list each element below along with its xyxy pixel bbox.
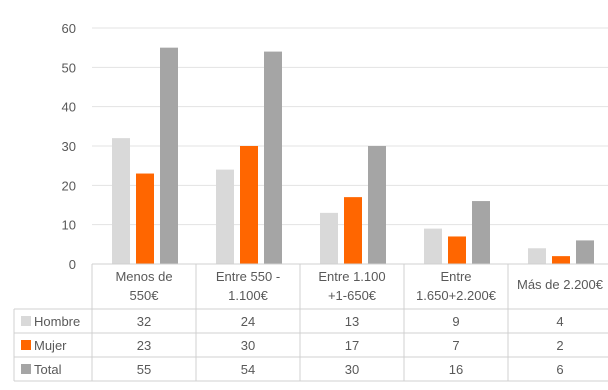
bar-total-1: [264, 51, 282, 264]
data-label: 55: [137, 362, 151, 377]
legend-key-mujer: [21, 340, 31, 350]
bar-total-4: [576, 240, 594, 264]
legend-key-total: [21, 364, 31, 374]
category-label: Entre: [440, 269, 471, 284]
y-tick-label: 40: [62, 100, 76, 115]
series-name-hombre: Hombre: [34, 314, 80, 329]
y-tick-label: 50: [62, 60, 76, 75]
y-tick-label: 10: [62, 218, 76, 233]
data-label: 54: [241, 362, 255, 377]
category-label: 550€: [130, 288, 160, 303]
bar-total-3: [472, 201, 490, 264]
data-label: 7: [452, 338, 459, 353]
data-label: 23: [137, 338, 151, 353]
category-label: Más de 2.200€: [517, 277, 604, 292]
bar-mujer-1: [240, 146, 258, 264]
data-label: 32: [137, 314, 151, 329]
bar-mujer-0: [136, 173, 154, 264]
data-label: 9: [452, 314, 459, 329]
category-label: 1.650+2.200€: [416, 288, 497, 303]
category-label: Menos de: [115, 269, 172, 284]
bar-total-2: [368, 146, 386, 264]
bar-total-0: [160, 47, 178, 264]
data-label: 30: [241, 338, 255, 353]
bars: [112, 47, 594, 264]
data-label: 30: [345, 362, 359, 377]
data-label: 17: [345, 338, 359, 353]
data-label: 16: [449, 362, 463, 377]
data-label: 2: [556, 338, 563, 353]
category-label: Entre 550 -: [216, 269, 280, 284]
y-tick-label: 20: [62, 178, 76, 193]
bar-mujer-4: [552, 256, 570, 264]
series-name-total: Total: [34, 362, 62, 377]
data-label: 13: [345, 314, 359, 329]
category-label: +1-650€: [328, 288, 377, 303]
bar-hombre-1: [216, 169, 234, 264]
data-label: 24: [241, 314, 255, 329]
bar-mujer-3: [448, 236, 466, 264]
bar-mujer-2: [344, 197, 362, 264]
bar-hombre-2: [320, 212, 338, 264]
y-axis-ticks: 0 10 20 30 40 50 60: [62, 21, 76, 272]
series-name-mujer: Mujer: [34, 338, 67, 353]
data-table: Menos de 550€ Entre 550 - 1.100€ Entre 1.100…: [13, 263, 608, 382]
category-label: Entre 1.100: [318, 269, 385, 284]
bar-hombre-3: [424, 228, 442, 264]
y-tick-label: 0: [69, 257, 76, 272]
data-label: 4: [556, 314, 563, 329]
data-label: 6: [556, 362, 563, 377]
bar-hombre-0: [112, 138, 130, 264]
category-label: 1.100€: [228, 288, 269, 303]
y-tick-label: 60: [62, 21, 76, 36]
legend-key-hombre: [21, 316, 31, 326]
y-tick-label: 30: [62, 139, 76, 154]
bar-hombre-4: [528, 248, 546, 264]
